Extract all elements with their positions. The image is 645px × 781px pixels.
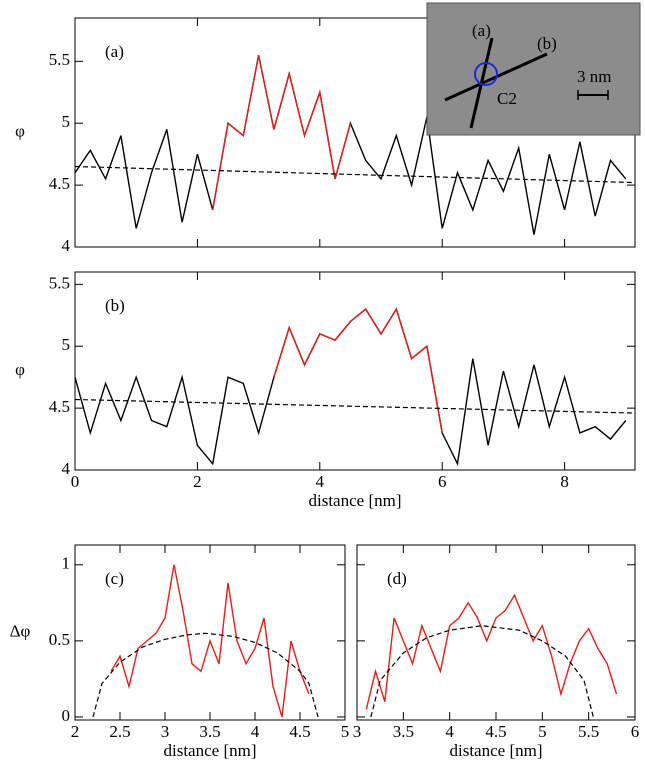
x-tick-label: 6 <box>438 472 447 491</box>
y-axis-label: φ <box>15 360 25 379</box>
y-tick-label: 0.5 <box>49 630 70 649</box>
panel-label: (a) <box>105 42 124 61</box>
data-line <box>110 564 310 718</box>
inset-label: 3 nm <box>577 67 611 86</box>
fit-line <box>92 632 319 718</box>
y-axis-label: φ <box>15 121 25 140</box>
inset-label: (b) <box>537 34 557 53</box>
y-tick-label: 0 <box>62 706 71 725</box>
site-marker <box>474 62 498 86</box>
data-line <box>212 54 352 211</box>
x-tick-label: 3 <box>161 722 170 741</box>
x-tick-label: 5 <box>341 722 350 741</box>
x-tick-label: 0 <box>71 472 80 491</box>
x-tick-label: 3.5 <box>393 722 414 741</box>
y-tick-label: 5.5 <box>49 50 70 69</box>
fit-line <box>370 625 594 718</box>
x-tick-label: 4 <box>445 722 454 741</box>
data-line <box>365 593 618 710</box>
x-axis-label: distance [nm] <box>309 491 402 510</box>
y-tick-label: 4.5 <box>49 174 70 193</box>
inset: (a) (b) C2 3 nm <box>426 2 641 136</box>
x-tick-label: 5 <box>538 722 547 741</box>
x-tick-label: 8 <box>560 472 569 491</box>
x-tick-label: 2 <box>71 722 80 741</box>
panel: 0 2 4 6 8 4 4.5 5 5.5 (b) φ distance [nm] <box>15 271 636 510</box>
x-tick-label: 4.5 <box>289 722 310 741</box>
x-tick-label: 2 <box>193 472 202 491</box>
y-axis-label: Δφ <box>10 621 31 640</box>
panel-label: (c) <box>105 569 124 588</box>
x-tick-label: 4 <box>251 722 260 741</box>
fit-line <box>75 165 635 184</box>
panel: 3 3.5 4 4.5 5 5.5 6 (d) distance [nm] <box>353 544 640 760</box>
x-axis-label: distance [nm] <box>450 741 543 760</box>
y-tick-label: 5 <box>62 335 71 354</box>
panel-label: (d) <box>387 569 407 588</box>
x-tick-label: 6 <box>631 722 640 741</box>
y-tick-label: 1 <box>62 554 71 573</box>
plot-frame <box>74 271 636 471</box>
x-tick-label: 4.5 <box>485 722 506 741</box>
panel-label: (b) <box>105 296 125 315</box>
x-axis-label: distance [nm] <box>164 741 257 760</box>
data-line <box>75 307 627 467</box>
x-tick-label: 2.5 <box>109 722 130 741</box>
y-tick-label: 5 <box>62 112 71 131</box>
data-line <box>273 307 443 434</box>
x-tick-label: 5.5 <box>578 722 599 741</box>
inset-image <box>426 2 641 136</box>
y-tick-label: 4.5 <box>49 397 70 416</box>
x-tick-label: 3 <box>353 722 362 741</box>
inset-label: C2 <box>497 89 517 108</box>
inset-label: (a) <box>472 21 491 40</box>
y-tick-label: 5.5 <box>49 273 70 292</box>
y-tick-label: 4 <box>62 236 71 255</box>
y-tick-label: 4 <box>62 459 71 478</box>
fit-line <box>75 398 635 414</box>
x-tick-label: 3.5 <box>199 722 220 741</box>
panel: 2 2.5 3 3.5 4 4.5 5 0 0.5 1 (c) Δφ distance [nm] <box>10 544 350 760</box>
x-tick-label: 4 <box>316 472 325 491</box>
